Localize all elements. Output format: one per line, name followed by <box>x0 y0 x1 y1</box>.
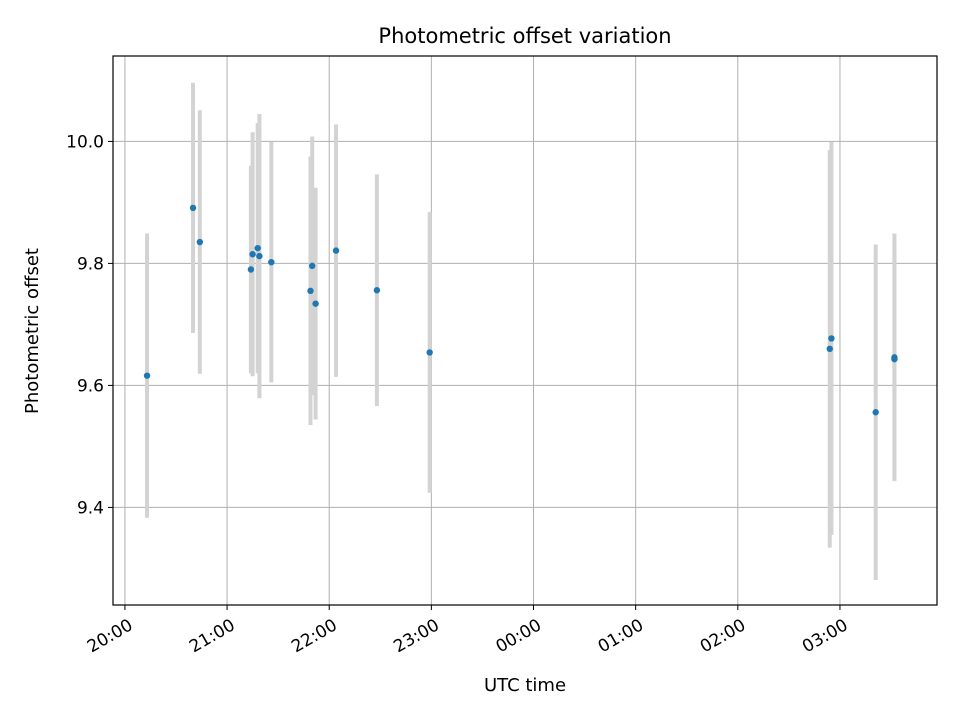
plot-area <box>113 56 937 605</box>
data-point <box>426 349 433 356</box>
data-point <box>189 204 197 212</box>
y-tick-label: 10.0 <box>66 132 104 152</box>
data-point <box>332 247 340 254</box>
data-point <box>373 287 381 294</box>
y-tick-label: 9.4 <box>77 498 104 518</box>
data-point <box>891 355 898 363</box>
grid <box>113 56 937 605</box>
data-points <box>143 204 898 416</box>
data-point <box>872 409 879 416</box>
plot-frame <box>112 55 938 606</box>
data-point <box>249 251 256 258</box>
data-point <box>254 244 261 252</box>
data-point <box>826 345 833 352</box>
data-point <box>308 262 316 270</box>
data-point <box>828 335 835 342</box>
data-point <box>307 287 314 295</box>
x-axis-label: UTC time <box>484 675 566 696</box>
data-point <box>268 258 275 266</box>
data-point <box>143 372 151 379</box>
y-axis-label: Photometric offset <box>22 248 43 414</box>
data-point <box>256 252 263 260</box>
data-point <box>247 266 255 273</box>
data-point <box>196 238 204 246</box>
y-tick-label: 9.8 <box>77 254 104 274</box>
y-tick-label: 9.6 <box>77 376 104 396</box>
chart-title: Photometric offset variation <box>378 24 671 48</box>
y-axis: 9.4 9.6 9.8 10.0 <box>66 132 113 518</box>
data-point <box>312 300 319 307</box>
